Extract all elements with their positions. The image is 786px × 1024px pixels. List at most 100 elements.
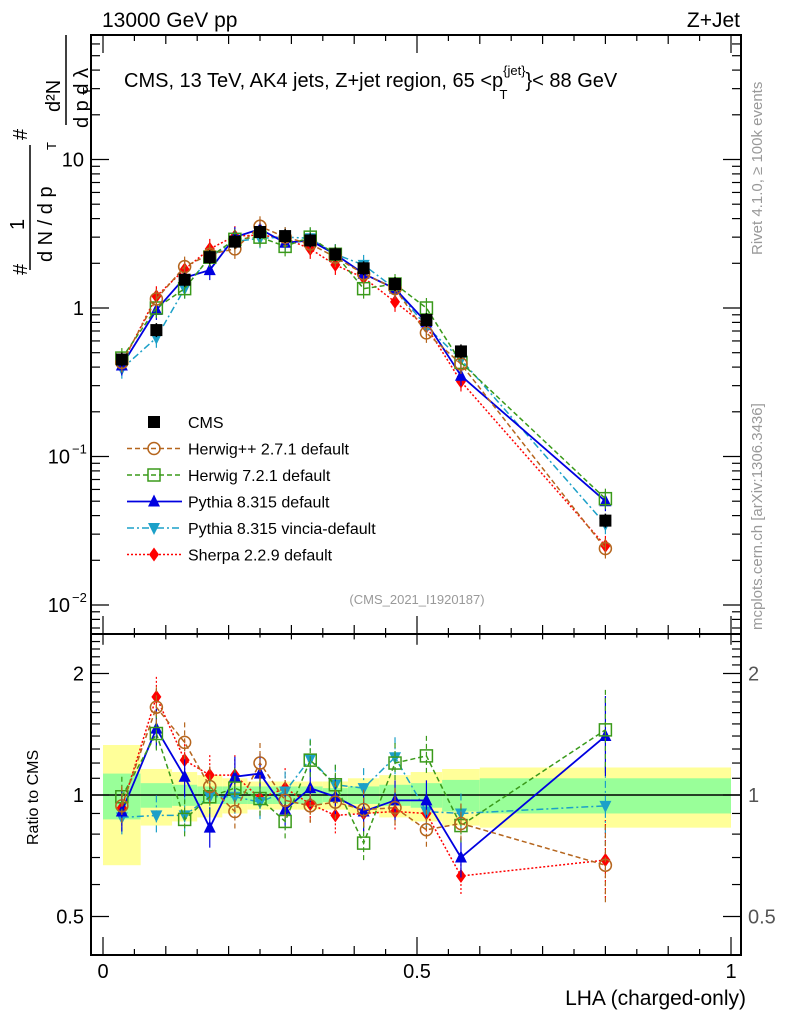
main-frame xyxy=(90,34,742,635)
cms-data-point xyxy=(420,314,433,327)
cms-data-point xyxy=(599,514,612,527)
plot-title: CMS, 13 TeV, AK4 jets, Z+jet region, 65 … xyxy=(124,63,618,102)
ylabel-sub-T2: T xyxy=(80,87,95,95)
ratio-line-sherpa-2-2-9-default xyxy=(121,694,606,877)
ratio-y-axis-label: Ratio to CMS xyxy=(25,750,42,845)
cms-data-point xyxy=(304,234,317,247)
ratio-data-point xyxy=(177,812,192,827)
ratio-data-point xyxy=(177,735,192,750)
title-sup: {jet} xyxy=(503,63,526,78)
ratio-data-point xyxy=(303,753,317,767)
legend-item: CMS xyxy=(148,415,224,432)
ratio-axes: 0 0.5 1 2 2 1 1 0.5 0.5 xyxy=(56,634,776,983)
header-process: 13000 GeV pp xyxy=(102,9,237,32)
ratio-data-point xyxy=(149,726,164,741)
ratio-line-pythia-8-315-default xyxy=(121,726,606,859)
ratio-data-point xyxy=(419,749,434,763)
x-axis-label: LHA (charged-only) xyxy=(565,987,746,1010)
analysis-watermark: (CMS_2021_I1920187) xyxy=(349,592,484,607)
ratio-uncertainty-bands xyxy=(91,745,741,866)
series-line-herwig-7-2-1-default xyxy=(121,236,606,500)
ylabel-hash: # xyxy=(10,128,32,140)
legend-item: Sherpa 2.2.9 default xyxy=(127,547,333,565)
legend-label: CMS xyxy=(188,415,224,432)
legend-marker-icon xyxy=(147,441,161,456)
cms-data-point xyxy=(357,262,370,275)
cms-data-point xyxy=(389,278,402,291)
title-prefix: CMS, 13 TeV, AK4 jets, Z+jet region, 65 … xyxy=(124,70,503,92)
ratio-line-herwig-2-7-1-default xyxy=(121,705,606,866)
cms-data-point xyxy=(279,230,292,243)
cms-data-point xyxy=(329,248,342,261)
ylabel-one: 1 xyxy=(7,219,29,230)
ratio-data-point xyxy=(454,816,468,831)
ratio-data-point xyxy=(115,799,129,813)
data-point xyxy=(203,263,216,276)
ratio-series xyxy=(115,676,613,906)
ratio-y-tick-label-right: 0.5 xyxy=(748,907,776,929)
cms-data-point xyxy=(203,251,216,264)
legend-item: Pythia 8.315 vincia-default xyxy=(127,521,376,538)
ratio-data-point xyxy=(253,756,267,770)
ratio-data-point xyxy=(388,800,402,815)
title-text: CMS, 13 TeV, AK4 jets, Z+jet region, 65 … xyxy=(124,63,618,102)
y-tick-label: 10 xyxy=(48,447,70,469)
title-suffix: }< 88 GeV xyxy=(526,70,618,92)
legend-label: Sherpa 2.2.9 default xyxy=(188,548,333,565)
ratio-data-point xyxy=(278,793,292,808)
ratio-data-point xyxy=(228,804,242,819)
ratio-data-point xyxy=(203,779,217,794)
legend-marker-icon xyxy=(149,547,159,562)
cms-data-point xyxy=(254,225,266,238)
legend-marker-icon xyxy=(148,494,160,507)
legend-item: Herwig 7.2.1 default xyxy=(127,468,331,485)
legend-item: Pythia 8.315 default xyxy=(127,494,330,512)
data-point xyxy=(598,541,613,556)
ratio-data-point xyxy=(598,858,613,872)
data-point xyxy=(177,259,192,274)
title-sub: T xyxy=(500,87,508,102)
x-tick-label: 0.5 xyxy=(403,961,431,983)
ratio-data-point xyxy=(599,729,612,742)
ratio-data-point xyxy=(150,810,163,823)
cms-data-point xyxy=(115,353,128,366)
y-tick-label: 1 xyxy=(73,298,84,320)
ylabel-sub-T: T xyxy=(44,142,59,150)
ratio-data-point xyxy=(178,769,191,782)
ratio-data-point xyxy=(253,791,267,806)
legend-label: Herwig++ 2.7.1 default xyxy=(188,442,350,459)
ratio-data-point xyxy=(419,823,434,837)
legend-marker-icon xyxy=(148,523,160,535)
ratio-data-point xyxy=(356,802,371,817)
ratio-data-point xyxy=(389,752,402,765)
legend-marker-icon xyxy=(148,416,160,428)
series-line-herwig-2-7-1-default xyxy=(121,225,606,550)
y-tick-label-exponent: −1 xyxy=(72,442,87,457)
ratio-y-tick-label: 0.5 xyxy=(56,907,84,929)
ratio-data-point xyxy=(303,799,317,813)
legend-marker-icon xyxy=(147,468,161,482)
ylabel-fraction1-num: # xyxy=(10,263,32,275)
ratio-data-point xyxy=(599,800,612,813)
y-tick-label-exponent: −2 xyxy=(72,590,87,605)
ratio-data-point xyxy=(598,723,613,737)
header-analysis: Z+Jet xyxy=(687,9,740,32)
ratio-line-herwig-7-2-1-default xyxy=(121,729,606,845)
legend-item: Herwig++ 2.7.1 default xyxy=(127,442,350,459)
y-tick-label: 10 xyxy=(48,595,70,617)
ratio-data-point xyxy=(357,783,370,796)
ratio-data-point xyxy=(388,756,402,770)
cms-data-point xyxy=(228,235,241,248)
y-tick-label: 10 xyxy=(62,150,84,172)
ratio-data-point xyxy=(420,793,433,806)
cms-data-point xyxy=(454,345,467,358)
data-point xyxy=(390,294,401,309)
ratio-y-tick-label: 1 xyxy=(73,785,84,807)
ratio-data-point xyxy=(203,820,216,833)
mcplots-label: mcplots.cern.ch [arXiv:1306.3436] xyxy=(749,403,766,630)
legend-label: Pythia 8.315 default xyxy=(188,495,330,512)
ratio-y-tick-label-right: 1 xyxy=(748,785,759,807)
x-tick-label: 0 xyxy=(97,961,108,983)
data-point xyxy=(454,368,467,381)
